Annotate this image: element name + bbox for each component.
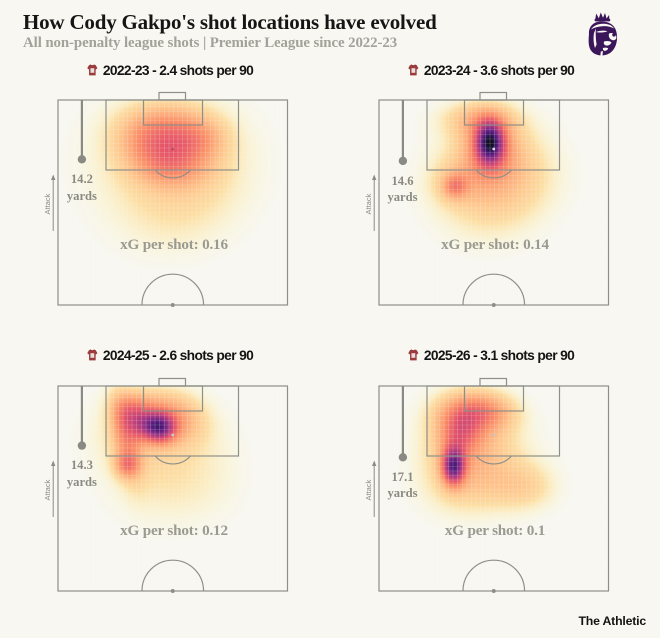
- svg-text:Attack: Attack: [363, 193, 372, 214]
- svg-text:Attack: Attack: [43, 193, 52, 214]
- svg-text:Attack: Attack: [43, 479, 52, 500]
- svg-text:Attack: Attack: [363, 479, 372, 500]
